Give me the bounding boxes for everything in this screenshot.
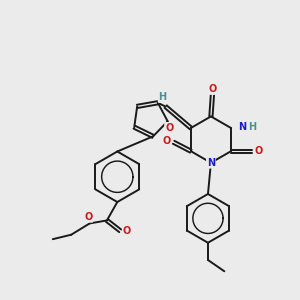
Text: O: O [255,146,263,156]
Text: O: O [165,123,173,133]
Text: O: O [163,136,171,146]
Text: O: O [123,226,131,236]
Text: O: O [84,212,92,222]
Text: H: H [159,92,167,102]
Text: O: O [208,84,217,94]
Text: N: N [238,122,246,131]
Text: H: H [248,122,256,131]
Text: N: N [207,158,215,168]
